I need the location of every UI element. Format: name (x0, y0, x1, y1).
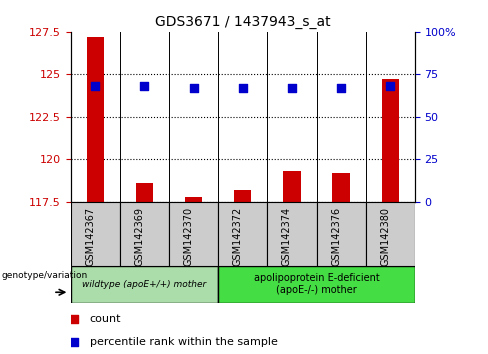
Text: genotype/variation: genotype/variation (1, 272, 88, 280)
Bar (267, 202, 317, 266)
Text: GSM142380: GSM142380 (380, 207, 390, 266)
Bar (317, 202, 366, 266)
Text: GSM142370: GSM142370 (183, 207, 194, 266)
Point (70, 316, 78, 321)
Point (190, 85, 198, 91)
Bar (382, 79, 399, 202)
Text: GSM142369: GSM142369 (135, 207, 144, 266)
Text: GSM142374: GSM142374 (282, 207, 292, 266)
Point (70, 339, 78, 345)
Bar (234, 190, 251, 202)
Bar (71, 266, 218, 303)
Bar (366, 202, 415, 266)
Bar (185, 197, 202, 202)
Text: GSM142376: GSM142376 (331, 207, 341, 266)
Bar (120, 202, 169, 266)
Bar (136, 183, 153, 202)
Point (288, 85, 296, 91)
Text: wildtype (apoE+/+) mother: wildtype (apoE+/+) mother (82, 280, 206, 289)
Bar (218, 202, 267, 266)
Text: count: count (90, 314, 121, 324)
Point (337, 85, 345, 91)
Point (239, 85, 247, 91)
Title: GDS3671 / 1437943_s_at: GDS3671 / 1437943_s_at (155, 16, 330, 29)
Bar (284, 171, 301, 202)
Text: apolipoprotein E-deficient
(apoE-/-) mother: apolipoprotein E-deficient (apoE-/-) mot… (254, 273, 379, 295)
Text: GSM142372: GSM142372 (233, 207, 243, 266)
Bar (332, 173, 350, 202)
Point (386, 84, 394, 89)
Bar (87, 37, 104, 202)
Bar (71, 202, 120, 266)
Point (141, 84, 148, 89)
Text: GSM142367: GSM142367 (85, 207, 95, 266)
Text: percentile rank within the sample: percentile rank within the sample (90, 337, 278, 347)
Bar (218, 266, 415, 303)
Bar (169, 202, 218, 266)
Point (91, 84, 99, 89)
